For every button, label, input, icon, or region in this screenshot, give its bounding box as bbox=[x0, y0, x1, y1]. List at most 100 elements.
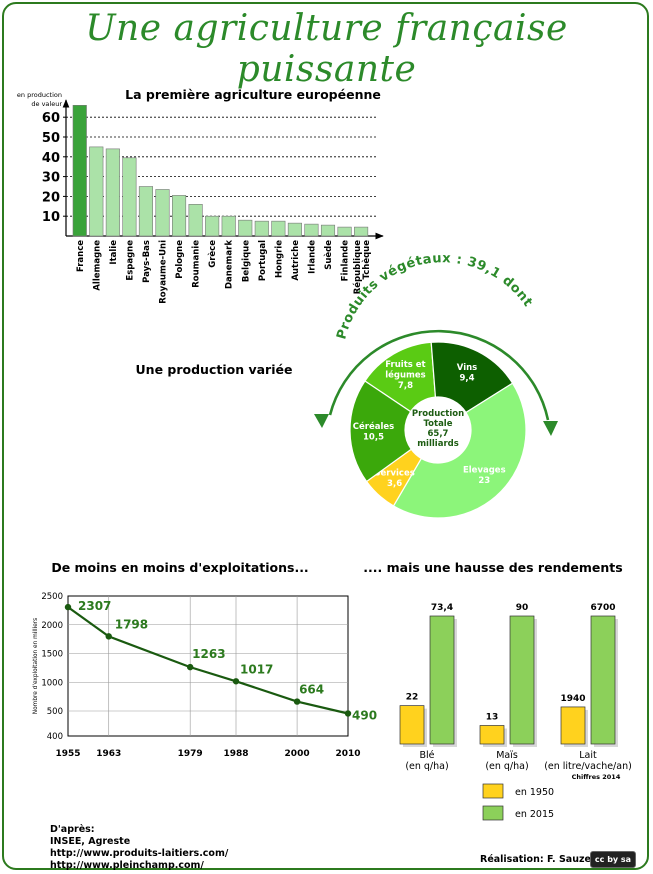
yield-bar-value: 73,4 bbox=[431, 603, 453, 613]
line-point-label: 664 bbox=[299, 683, 324, 697]
line-chart-ylabel: Nombre d'exploitation en milliers bbox=[33, 618, 39, 714]
bar-danemark bbox=[221, 215, 236, 237]
line-y-tick-label: 2500 bbox=[41, 592, 63, 602]
donut-chart-title: Une production variée bbox=[136, 362, 293, 377]
author-credit: Réalisation: F. Sauzeau bbox=[480, 854, 605, 865]
bar-x-label: Finlande bbox=[341, 240, 351, 282]
donut-slice-label: Services bbox=[374, 469, 414, 479]
bar-x-label: Roumanie bbox=[192, 240, 202, 288]
yield-bar-value: 22 bbox=[406, 693, 419, 703]
line-point-1988 bbox=[232, 678, 240, 685]
yield-bar-value: 6700 bbox=[590, 603, 615, 613]
yield-bar-value: 1940 bbox=[560, 694, 585, 704]
source-link-produits-laitiers[interactable]: http://www.produits-laitiers.com/ bbox=[50, 848, 229, 859]
yield-category-label: (en q/ha) bbox=[405, 761, 448, 772]
bar-y-tick-label: 30 bbox=[42, 171, 60, 186]
donut-slice-label: Vins bbox=[457, 363, 477, 373]
line-point-1979 bbox=[186, 663, 194, 671]
bar-republique-tcheque bbox=[354, 226, 369, 237]
line-x-tick-label: 1988 bbox=[223, 749, 248, 759]
line-point-label: 1017 bbox=[240, 662, 273, 676]
bar-royaume-uni bbox=[155, 189, 170, 237]
line-x-tick-label: 2000 bbox=[285, 749, 310, 759]
bar-x-label: Tchèque bbox=[361, 240, 372, 280]
yield-bar-value: 13 bbox=[486, 713, 499, 723]
legend-swatch-en-2015 bbox=[482, 805, 504, 821]
legend-label-en-2015: en 2015 bbox=[515, 809, 554, 820]
bar-hongrie bbox=[271, 220, 286, 237]
bar-x-label: Danemark bbox=[225, 240, 235, 289]
line-point-1963 bbox=[105, 633, 112, 640]
bar-x-label: Grèce bbox=[207, 240, 218, 268]
bar-x-label: Hongrie bbox=[274, 240, 284, 278]
yield-note: Chiffres 2014 bbox=[572, 773, 621, 781]
bar-x-label: Pays-Bas bbox=[142, 240, 152, 283]
line-x-tick-label: 1955 bbox=[55, 749, 80, 759]
line-y-tick-label: 1000 bbox=[41, 678, 63, 688]
source-link-pleinchamp[interactable]: http://www.pleinchamp.com/ bbox=[50, 860, 204, 871]
donut-arc-arrowhead-left bbox=[314, 414, 329, 428]
bar-x-label: Irlande bbox=[307, 240, 317, 274]
donut-slice-label: Céréales bbox=[353, 421, 394, 432]
bar-chart-ylabel-line1: en production bbox=[17, 91, 62, 99]
bar-x-label: Portugal bbox=[258, 240, 268, 281]
yield-bar-mais-en-q-ha-en-1950 bbox=[479, 725, 505, 745]
donut-slice-value: 23 bbox=[478, 476, 490, 486]
yield-bar-value: 90 bbox=[516, 603, 529, 613]
bar-grece bbox=[205, 215, 220, 237]
bar-y-tick-label: 20 bbox=[42, 190, 60, 205]
donut-arc-arrowhead-right bbox=[543, 421, 558, 436]
bar-y-tick-label: 10 bbox=[42, 210, 60, 225]
line-y-tick-label: 2000 bbox=[41, 621, 63, 631]
bar-y-tick-label: 50 bbox=[42, 131, 60, 146]
bar-x-label: République bbox=[352, 240, 363, 294]
yield-bar-lait-en-litre-vache-an-en-2015 bbox=[590, 615, 616, 745]
donut-slice-value: 7,8 bbox=[398, 381, 413, 391]
line-x-tick-label: 2010 bbox=[335, 749, 360, 759]
bar-allemagne bbox=[89, 146, 104, 237]
bar-x-label: Suède bbox=[323, 240, 334, 270]
bar-x-label: Allemagne bbox=[92, 240, 102, 291]
bar-x-label: Belgique bbox=[241, 240, 251, 282]
yield-category-label: (en litre/vache/an) bbox=[544, 761, 632, 772]
bar-portugal bbox=[254, 220, 269, 237]
bar-chart-ylabel-line2: de valeur bbox=[31, 100, 62, 108]
bar-x-label: Espagne bbox=[125, 240, 135, 281]
line-point-label: 1263 bbox=[192, 647, 225, 661]
europe-bar-chart: La première agriculture européenne en pro… bbox=[17, 87, 384, 304]
line-point-1955 bbox=[64, 603, 72, 611]
bar-chart-title: La première agriculture européenne bbox=[125, 87, 381, 102]
line-plot-frame bbox=[67, 595, 349, 737]
bar-y-tick-label: 40 bbox=[42, 151, 60, 166]
donut-center-label: 65,7 bbox=[428, 429, 449, 439]
line-series bbox=[67, 606, 349, 715]
legend-swatch-en-1950 bbox=[482, 783, 504, 799]
donut-slice-label: légumes bbox=[385, 369, 426, 380]
donut-slice-value: 10,5 bbox=[363, 432, 384, 442]
bar-x-label: Royaume-Uni bbox=[159, 240, 169, 304]
bar-irlande bbox=[304, 223, 319, 237]
donut-slice-value: 3,6 bbox=[387, 479, 402, 489]
bar-roumanie bbox=[188, 204, 203, 237]
line-point-label: 490 bbox=[352, 709, 377, 723]
line-y-tick-label: 1500 bbox=[41, 650, 63, 660]
cc-license-badge[interactable]: cc by sa bbox=[590, 851, 636, 868]
bar-italie bbox=[105, 148, 120, 237]
bar-finlande bbox=[337, 226, 352, 237]
bar-pologne bbox=[172, 195, 187, 237]
yield-bar-chart: .... mais une hausse des rendements 22 73,… bbox=[363, 560, 632, 821]
donut-slice-label: Elevages bbox=[463, 466, 506, 476]
yield-bar-ble-en-q-ha-en-2015 bbox=[429, 615, 455, 745]
bar-pays-bas bbox=[138, 186, 153, 237]
yield-bar-mais-en-q-ha-en-2015 bbox=[509, 615, 535, 745]
line-point-label: 2307 bbox=[78, 599, 111, 613]
line-x-tick-label: 1963 bbox=[96, 749, 121, 759]
yield-category-label: (en q/ha) bbox=[485, 761, 528, 772]
line-y-tick-label: 400 bbox=[47, 732, 63, 742]
yield-category-label: Blé bbox=[419, 750, 434, 761]
yield-bar-lait-en-litre-vache-an-en-1950 bbox=[560, 706, 586, 745]
donut-slice-value: 9,4 bbox=[459, 374, 474, 384]
donut-slice-label: Fruits et bbox=[385, 360, 425, 370]
bar-x-label: France bbox=[76, 240, 86, 272]
